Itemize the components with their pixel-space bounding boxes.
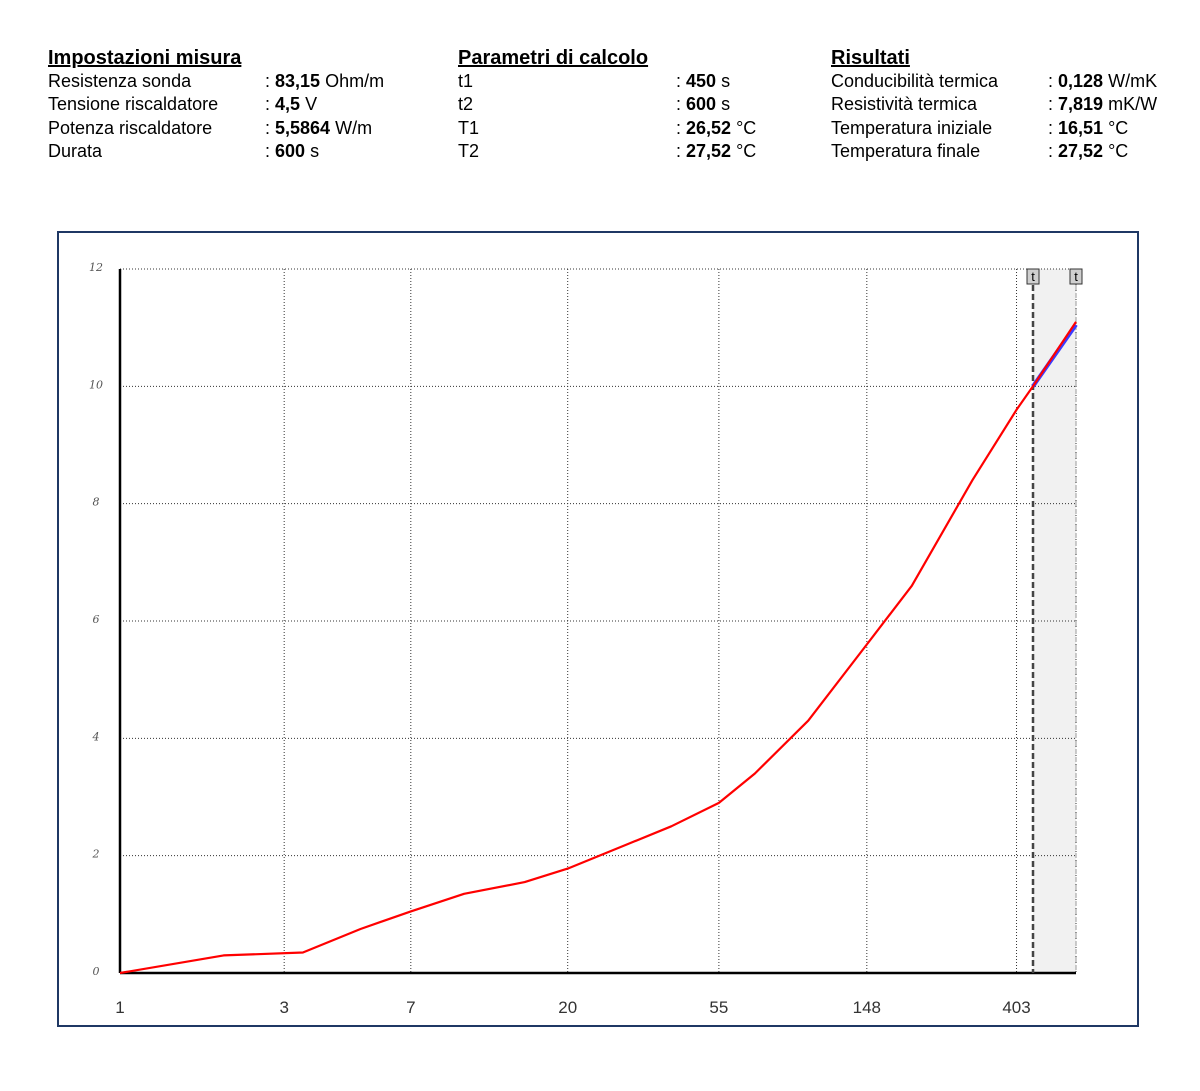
temperature-chart: 1 3 7 20 55 148 403 0 2 4 6 8 10 12 t t <box>89 261 1083 1017</box>
param-label: T2 <box>458 140 480 161</box>
param-row: Potenza riscaldatore : 5,5864 W/m <box>48 117 428 140</box>
param-value: : 27,52 °C <box>676 140 757 161</box>
risultati-title: Risultati <box>831 47 910 69</box>
time-marker-box <box>1069 268 1083 285</box>
param-label: t2 <box>458 94 474 115</box>
result-value: : 16,51 °C <box>1048 117 1129 138</box>
y-tick-label: 2 <box>92 848 100 861</box>
param-label: Potenza riscaldatore <box>48 117 213 138</box>
param-row: T1 : 26,52 °C <box>458 117 798 140</box>
param-label: t1 <box>458 71 474 91</box>
parametri-calcolo-section: Parametri di calcolo t1 : 450 s t2 : 600 s… <box>458 46 798 163</box>
param-value: : 83,15 Ohm/m <box>265 71 385 91</box>
param-row: t2 : 600 s <box>458 93 798 116</box>
param-row: Resistenza sonda : 83,15 Ohm/m <box>48 70 428 93</box>
param-value: : 5,5864 W/m <box>265 117 373 138</box>
result-row: Resistività termica : 7,819 mK/W <box>831 93 1191 116</box>
result-label: Temperatura iniziale <box>831 117 993 138</box>
x-tick-label: 20 <box>558 998 577 1017</box>
result-row: Temperatura finale : 27,52 °C <box>831 140 1191 163</box>
x-tick-label: 148 <box>853 998 881 1017</box>
measured-temperature-line <box>119 321 1077 975</box>
y-tick-label: 6 <box>93 613 100 626</box>
param-row: Durata : 600 s <box>48 140 428 163</box>
param-value: : 26,52 °C <box>676 117 757 138</box>
x-tick-label: 1 <box>115 998 124 1017</box>
param-label: Resistenza sonda <box>48 71 192 91</box>
chart-frame: 1 3 7 20 55 148 403 0 2 4 6 8 10 12 t t <box>57 231 1139 1027</box>
x-tick-label: 55 <box>709 998 728 1017</box>
parametri-calcolo-title: Parametri di calcolo <box>458 47 649 69</box>
y-tick-label: 8 <box>93 496 100 509</box>
result-row: Conducibilità termica : 0,128 W/mK <box>831 70 1191 93</box>
x-tick-label: 403 <box>1002 998 1030 1017</box>
param-label: Durata <box>48 140 103 161</box>
result-value: : 7,819 mK/W <box>1048 94 1158 115</box>
param-row: t1 : 450 s <box>458 70 798 93</box>
result-label: Resistività termica <box>831 94 978 115</box>
param-row: Tensione riscaldatore : 4,5 V <box>48 93 428 116</box>
param-label: Tensione riscaldatore <box>48 94 219 115</box>
impostazioni-misura-title: Impostazioni misura <box>48 47 242 69</box>
result-value: : 27,52 °C <box>1048 140 1129 161</box>
param-value: : 600 s <box>265 140 320 161</box>
result-value: : 0,128 W/mK <box>1048 71 1158 91</box>
param-value: : 450 s <box>676 71 731 91</box>
param-label: T1 <box>458 117 480 138</box>
result-label: Conducibilità termica <box>831 71 999 91</box>
y-tick-label: 12 <box>89 261 103 274</box>
time-marker-box <box>1026 268 1040 285</box>
y-tick-label: 0 <box>93 965 100 978</box>
y-tick-label: 10 <box>89 378 103 391</box>
param-row: T2 : 27,52 °C <box>458 140 798 163</box>
result-label: Temperatura finale <box>831 140 981 161</box>
result-row: Temperatura iniziale : 16,51 °C <box>831 117 1191 140</box>
y-tick-label: 4 <box>92 730 100 743</box>
x-tick-label: 3 <box>279 998 288 1017</box>
time-marker-label: t <box>1074 269 1078 284</box>
x-tick-label: 7 <box>406 998 415 1017</box>
param-value: : 600 s <box>676 94 731 115</box>
param-value: : 4,5 V <box>265 94 318 115</box>
time-marker-label: t <box>1031 269 1035 284</box>
impostazioni-misura-section: Impostazioni misura Resistenza sonda : 83… <box>48 46 428 163</box>
risultati-section: Risultati Conducibilità termica : 0,128 W… <box>831 46 1191 163</box>
